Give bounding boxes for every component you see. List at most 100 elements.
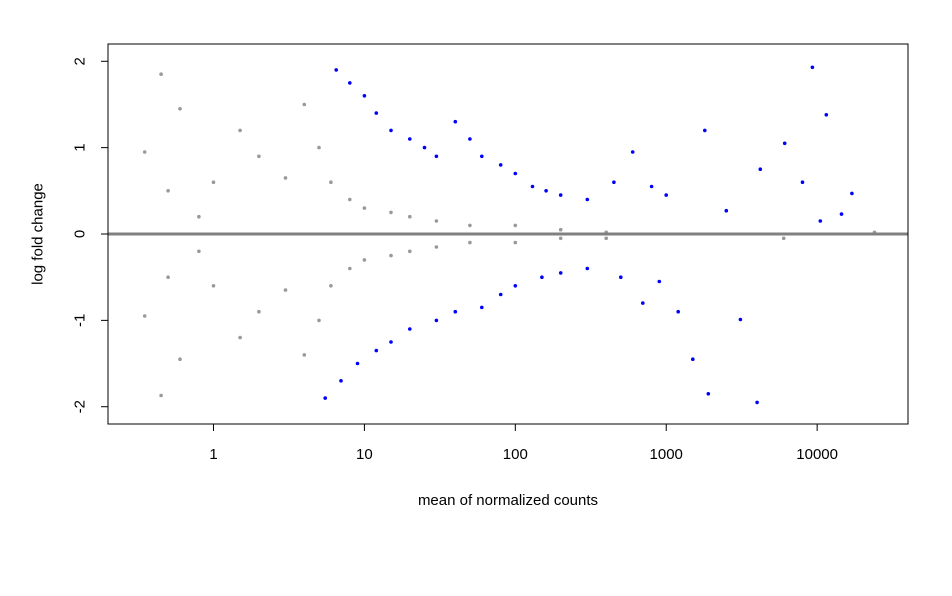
data-point bbox=[166, 189, 170, 193]
x-axis: 1 10 100 1000 10000 bbox=[209, 424, 838, 463]
data-point bbox=[758, 167, 763, 171]
data-point bbox=[612, 180, 616, 184]
x-tick-label: 1000 bbox=[650, 446, 683, 463]
data-point bbox=[818, 219, 823, 223]
data-point bbox=[558, 227, 563, 232]
data-point bbox=[197, 249, 201, 254]
data-point bbox=[468, 240, 472, 245]
data-point bbox=[434, 154, 439, 159]
x-axis-title: mean of normalized counts bbox=[418, 492, 598, 509]
data-point bbox=[238, 128, 242, 133]
data-point bbox=[468, 137, 472, 141]
data-point bbox=[839, 212, 844, 216]
data-point bbox=[348, 81, 352, 85]
data-point bbox=[755, 400, 759, 405]
x-tick-label: 100 bbox=[503, 446, 528, 463]
data-point bbox=[355, 361, 360, 366]
data-point bbox=[480, 305, 484, 310]
data-point bbox=[706, 392, 711, 396]
data-point bbox=[362, 206, 367, 210]
y-tick-label: -2 bbox=[72, 400, 89, 413]
data-point bbox=[334, 68, 339, 72]
data-point bbox=[738, 317, 743, 322]
data-point bbox=[468, 223, 472, 228]
data-point bbox=[530, 184, 535, 189]
data-point bbox=[348, 197, 352, 202]
data-point bbox=[408, 327, 412, 331]
data-point bbox=[513, 284, 518, 288]
data-point bbox=[558, 193, 563, 197]
data-point bbox=[703, 128, 707, 133]
data-point bbox=[408, 214, 412, 219]
data-point bbox=[558, 271, 563, 275]
y-tick-label: 1 bbox=[72, 143, 89, 151]
data-point bbox=[664, 193, 668, 197]
y-axis-title: log fold change bbox=[30, 183, 47, 285]
y-axis: -2 -1 0 1 2 bbox=[72, 57, 108, 413]
data-point bbox=[323, 396, 328, 400]
data-point bbox=[630, 150, 635, 154]
data-point bbox=[283, 288, 288, 292]
data-point bbox=[422, 145, 427, 150]
data-point bbox=[317, 318, 321, 323]
data-point bbox=[257, 154, 261, 159]
y-tick-label: -1 bbox=[72, 314, 89, 327]
data-point bbox=[513, 223, 518, 228]
data-point bbox=[142, 150, 147, 154]
data-point bbox=[558, 236, 563, 241]
data-point bbox=[850, 191, 854, 196]
data-point bbox=[211, 284, 216, 288]
data-point bbox=[166, 275, 170, 280]
data-point bbox=[691, 357, 695, 362]
data-point bbox=[641, 301, 645, 305]
data-point bbox=[453, 119, 458, 124]
data-point bbox=[676, 309, 680, 314]
data-point bbox=[604, 236, 608, 241]
data-point bbox=[317, 145, 321, 150]
x-tick-label: 10000 bbox=[796, 446, 838, 463]
data-point bbox=[649, 184, 654, 189]
data-point bbox=[585, 197, 590, 202]
data-point bbox=[374, 348, 379, 353]
data-point bbox=[389, 210, 393, 215]
x-tick-label: 10 bbox=[356, 446, 373, 463]
y-tick-label: 2 bbox=[72, 57, 89, 65]
data-point bbox=[619, 275, 623, 280]
data-point bbox=[824, 113, 829, 117]
data-point bbox=[498, 163, 503, 167]
data-point bbox=[408, 249, 412, 254]
data-point bbox=[348, 266, 352, 271]
data-point bbox=[434, 219, 439, 223]
data-point bbox=[178, 107, 182, 111]
data-point bbox=[434, 318, 439, 323]
series-group bbox=[323, 65, 854, 405]
data-point bbox=[389, 128, 393, 133]
x-tick-label: 1 bbox=[209, 446, 217, 463]
data-point bbox=[389, 340, 393, 344]
data-point bbox=[374, 111, 379, 115]
data-point bbox=[800, 180, 805, 184]
data-point bbox=[781, 236, 786, 241]
data-point bbox=[211, 180, 216, 184]
data-point bbox=[480, 154, 484, 159]
data-point bbox=[362, 258, 367, 262]
data-point bbox=[329, 180, 333, 184]
data-point bbox=[302, 353, 307, 357]
data-point bbox=[142, 314, 147, 318]
data-point bbox=[498, 292, 503, 297]
data-point bbox=[257, 309, 261, 314]
data-point bbox=[408, 137, 412, 141]
data-point bbox=[724, 208, 729, 213]
data-point bbox=[389, 253, 393, 258]
data-point bbox=[197, 214, 201, 219]
data-point bbox=[178, 357, 182, 362]
data-point bbox=[657, 279, 662, 284]
data-point bbox=[453, 309, 458, 314]
data-point bbox=[782, 141, 787, 146]
data-point bbox=[585, 266, 590, 271]
data-point bbox=[339, 379, 343, 383]
data-point bbox=[544, 189, 548, 193]
data-point bbox=[238, 335, 242, 340]
data-point bbox=[329, 284, 333, 288]
